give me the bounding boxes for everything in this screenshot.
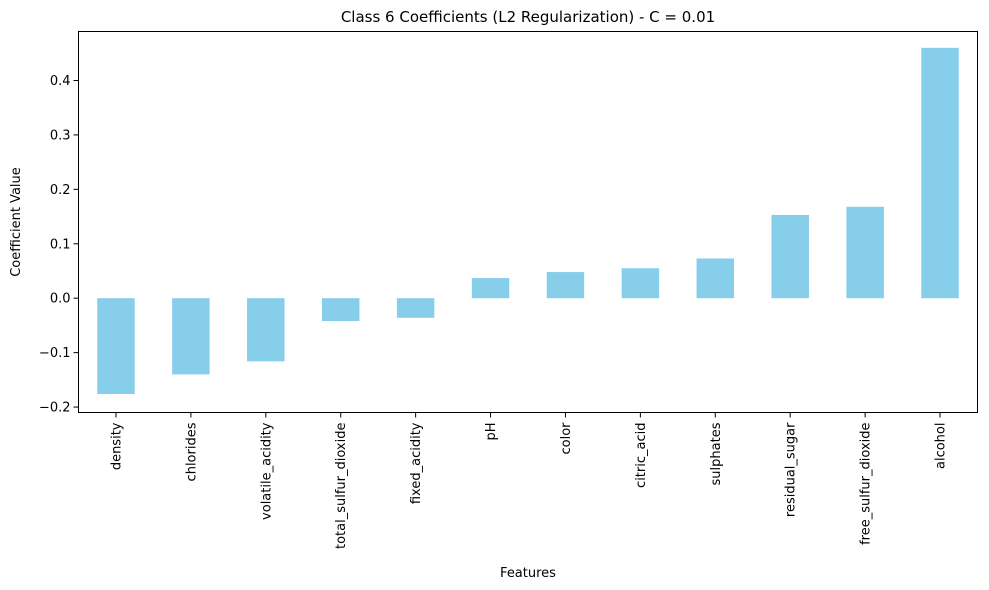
axes-frame [78,31,978,413]
chart-title: Class 6 Coefficients (L2 Regularization)… [341,8,715,26]
x-tick-label-fixed-acidity: fixed_acidity [409,422,424,504]
bar-alcohol [921,47,959,299]
bar-total-sulfur-dioxide [321,298,360,322]
y-tick-label: −0.2 [39,401,71,416]
bar-citric-acid [621,268,660,299]
bar-pH [471,278,510,299]
x-tick-label-volatile-acidity: volatile_acidity [259,422,274,520]
x-tick-label-sulphates: sulphates [709,422,724,485]
x-axis-label: Features [500,566,556,581]
y-tick-label: 0.2 [50,183,71,198]
y-tick-label: −0.1 [39,346,71,361]
bars-layer [97,47,959,394]
bar-fixed-acidity [396,298,435,318]
x-tick-label-chlorides: chlorides [184,422,199,481]
bar-density [97,298,135,394]
x-axis-ticks: density chlorides volatile_acidity total_su… [109,412,949,549]
bar-residual-sugar [771,214,809,299]
bar-chlorides [172,298,210,375]
x-tick-label-pH: pH [484,423,499,441]
x-tick-label-citric-acid: citric_acid [634,423,649,488]
y-tick-label: 0.0 [50,292,71,307]
x-tick-label-density: density [109,422,124,470]
bar-color [546,272,585,299]
y-tick-label: 0.3 [50,128,71,143]
bar-volatile-acidity [247,298,285,362]
x-tick-label-residual-sugar: residual_sugar [784,422,799,517]
y-tick-label: 0.4 [50,74,71,89]
bar-free-sulfur-dioxide [846,206,884,299]
y-axis-label: Coefficient Value [9,167,24,277]
y-tick-label: 0.1 [50,237,71,252]
x-tick-label-alcohol: alcohol [934,423,949,469]
x-tick-label-free-sulfur-dioxide: free_sulfur_dioxide [859,422,874,544]
bar-sulphates [696,258,735,299]
y-axis-ticks: −0.2 −0.1 0.0 0.1 0.2 0.3 0.4 [39,74,79,416]
x-tick-label-total-sulfur-dioxide: total_sulfur_dioxide [334,422,349,548]
x-tick-label-color: color [559,422,574,455]
